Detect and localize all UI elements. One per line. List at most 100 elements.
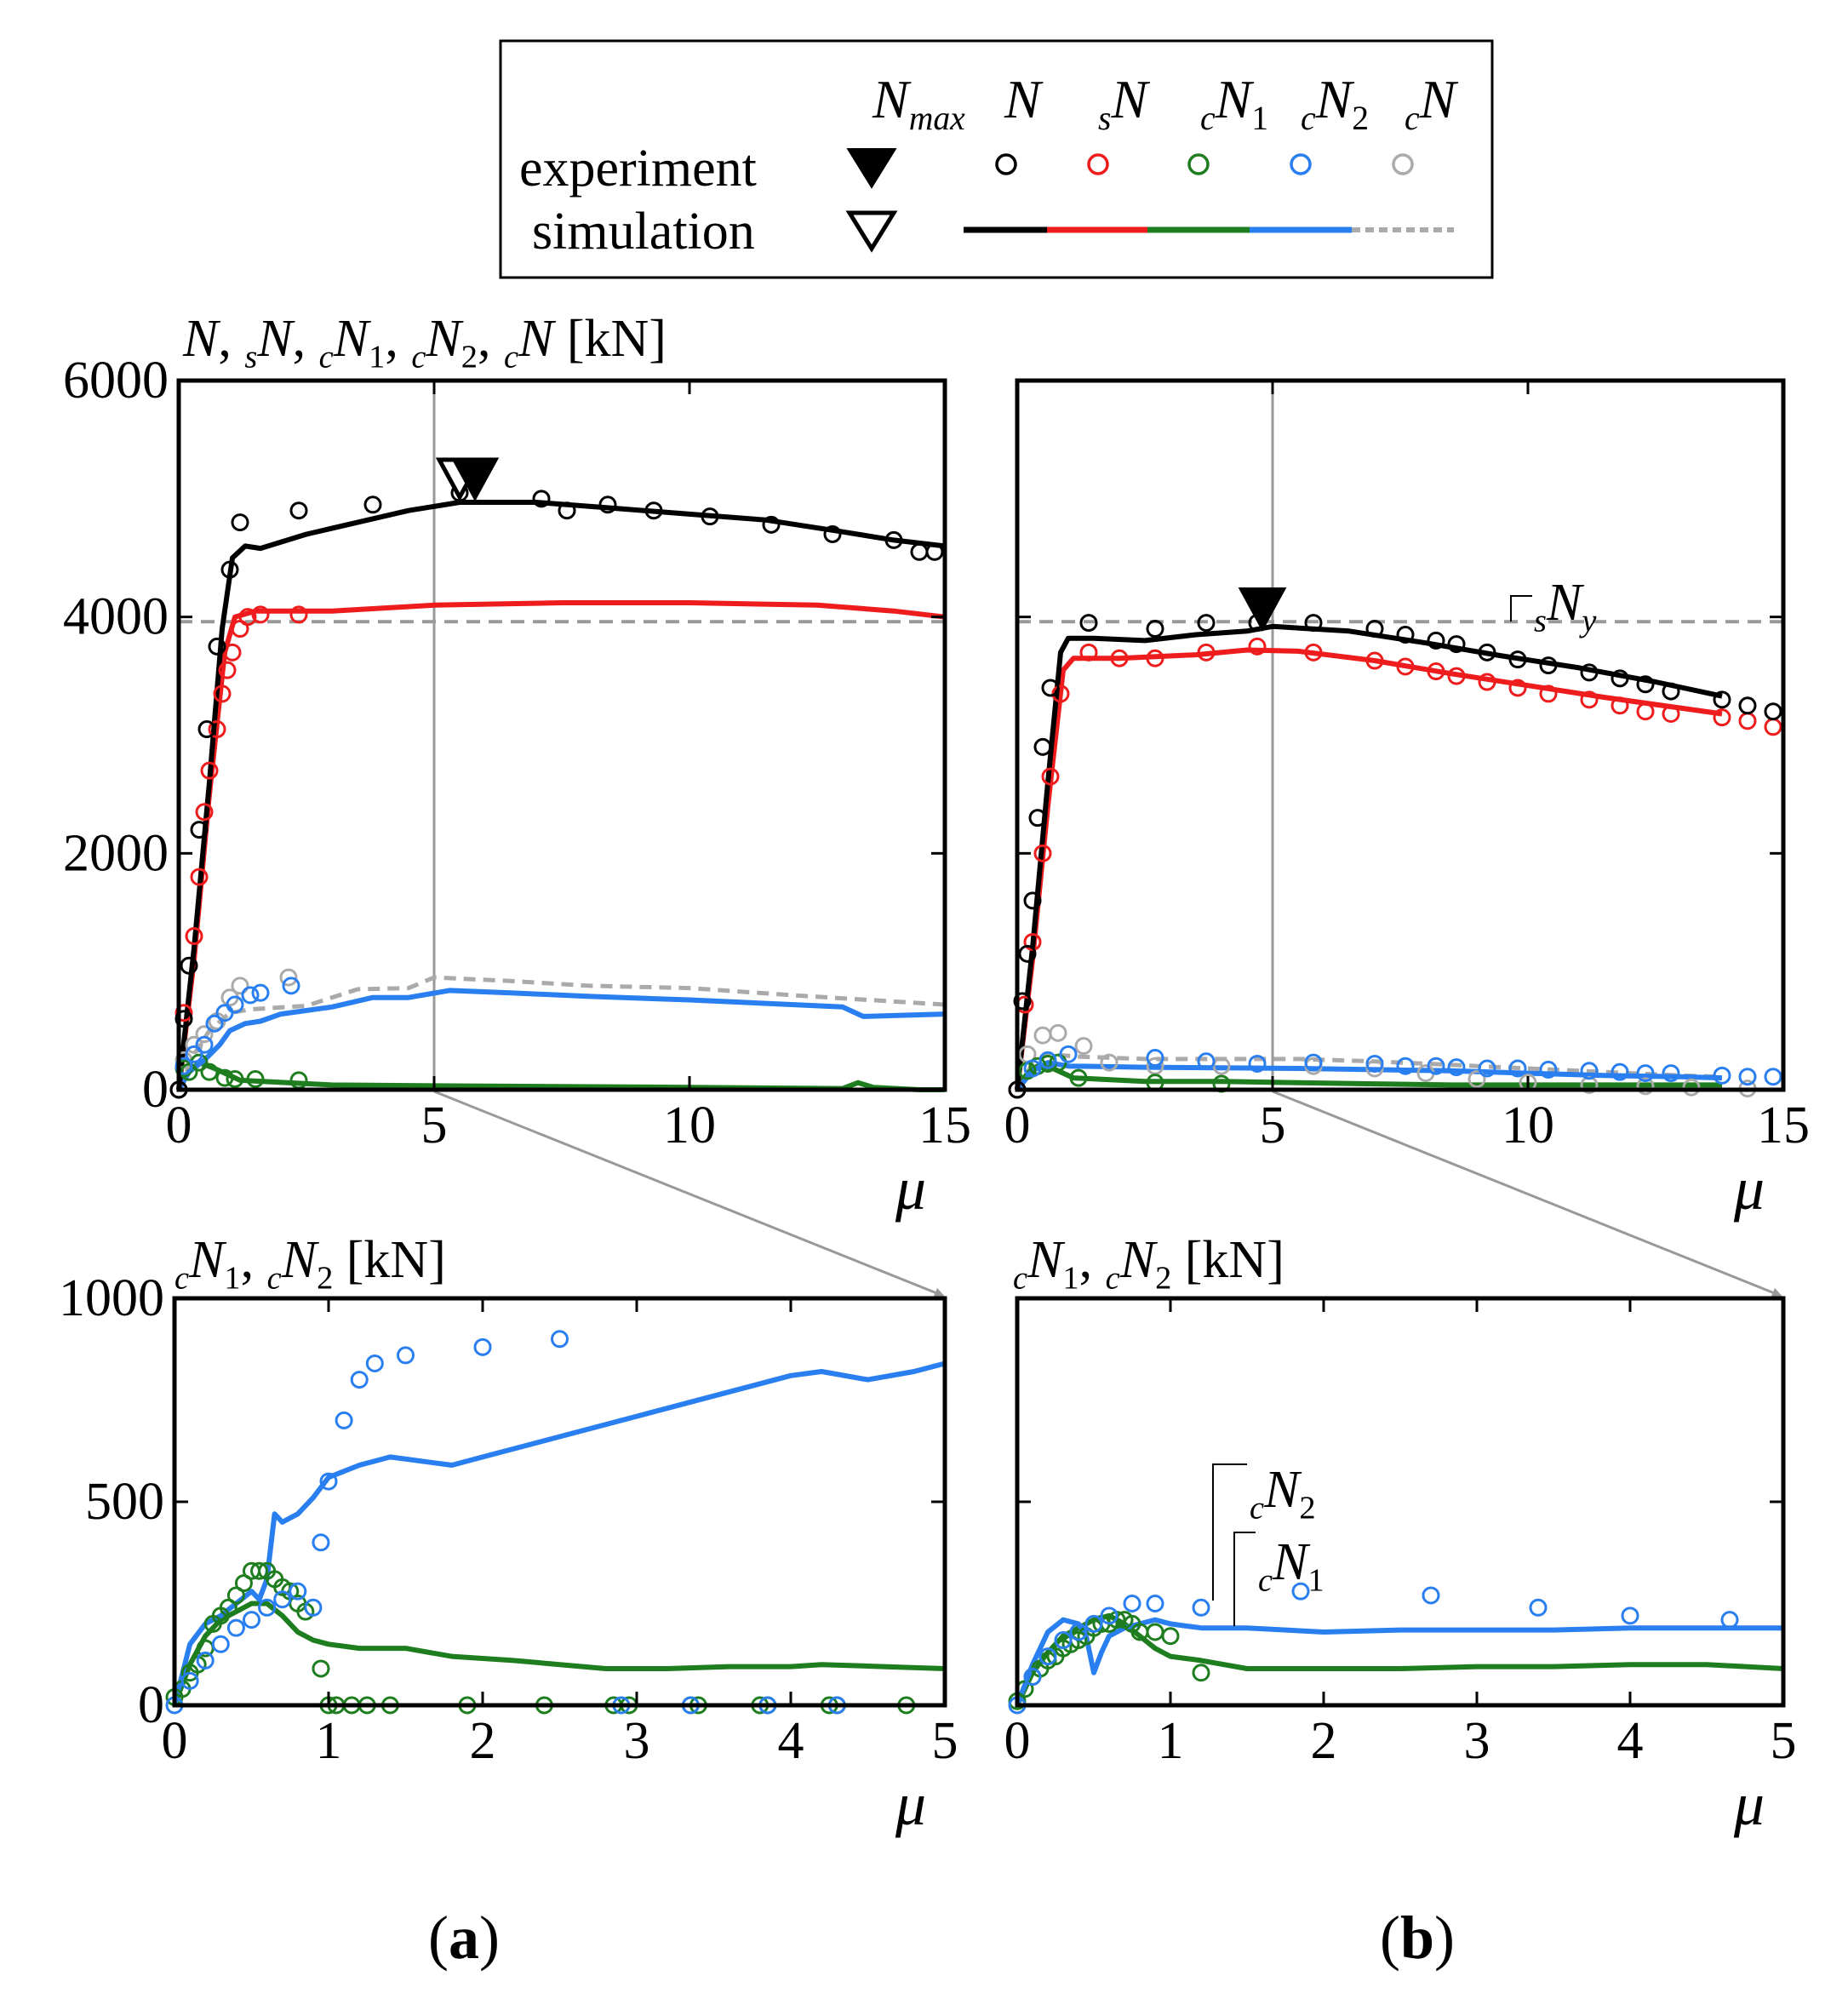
experiment-point-sN <box>289 605 308 624</box>
experiment-point-cN2 <box>1611 1062 1629 1081</box>
experiment-point-cN <box>1636 1077 1655 1096</box>
simulation-line-cN2 <box>172 1360 946 1706</box>
experiment-point-N <box>1023 891 1042 910</box>
experiment-point-sN <box>175 1004 193 1022</box>
experiment-point-cN2 <box>273 1590 292 1609</box>
experiment-point-sN <box>208 720 226 739</box>
x-axis-label: μ <box>895 1154 926 1223</box>
legend-header: Nmax <box>872 69 965 137</box>
experiment-point-sN <box>223 643 242 662</box>
experiment-point-cN2 <box>1720 1611 1739 1629</box>
zoom-arrow-b <box>1272 1090 1782 1297</box>
simulation-line-cN <box>1015 1051 1723 1091</box>
experiment-point-cN2 <box>551 1330 569 1349</box>
experiment-point-cN1 <box>1161 1627 1180 1646</box>
simulation-line-N <box>1015 623 1723 1091</box>
experiment-point-N <box>1447 635 1466 654</box>
experiment-point-cN1 <box>234 1574 253 1593</box>
zoom-arrow-a <box>433 1090 945 1297</box>
experiment-point-cN2 <box>350 1371 369 1389</box>
experiment-point-N <box>1304 614 1323 633</box>
x-tick-label: 0 <box>1004 1712 1031 1770</box>
experiment-point-cN1 <box>1146 1623 1164 1641</box>
x-tick-label: 10 <box>1502 1097 1554 1154</box>
experiment-point-cN2 <box>1038 1647 1057 1666</box>
experiment-point-cN2 <box>1059 1045 1078 1063</box>
experiment-point-cN2 <box>1764 1068 1782 1086</box>
experiment-point-sN <box>1764 718 1782 736</box>
experiment-point-sN <box>1636 702 1655 721</box>
zoom-links <box>433 1090 1782 1297</box>
experiment-point-N <box>197 720 216 739</box>
experiment-point-cN1 <box>226 1586 245 1605</box>
panels <box>165 378 1786 1715</box>
experiment-point-N <box>289 501 308 520</box>
experiment-point-sN <box>1662 705 1680 724</box>
experiment-point-cN2 <box>1396 1057 1415 1075</box>
experiment-point-cN2 <box>1738 1068 1757 1086</box>
experiment-point-sN <box>1110 649 1129 667</box>
y-tick-label: 500 <box>85 1473 164 1531</box>
experiment-point-cN2 <box>205 1014 224 1033</box>
experiment-point-N <box>884 530 903 549</box>
x-tick-label: 0 <box>1004 1097 1031 1154</box>
legend-experiment-cN1 <box>1187 153 1210 175</box>
experiment-point-cN2 <box>1662 1064 1680 1083</box>
y-tick-label: 0 <box>138 1676 164 1734</box>
simulation-line-cN1 <box>1015 1612 1784 1707</box>
experiment-point-N <box>1764 702 1782 721</box>
simulation-line-N <box>176 500 946 1091</box>
experiment-point-cN2 <box>1422 1586 1440 1605</box>
experiment-point-N <box>1580 663 1599 682</box>
simulation-line-cN2 <box>176 988 946 1091</box>
experiment-point-N <box>175 1010 193 1028</box>
legend-experiment-N <box>995 153 1017 175</box>
x-axis-label: μ <box>895 1770 926 1838</box>
x-tick-label: 5 <box>421 1097 448 1154</box>
experiment-point-cN1 <box>215 1068 234 1087</box>
x-tick-label: 2 <box>1311 1712 1337 1770</box>
experiment-point-N <box>532 490 551 508</box>
experiment-point-N <box>644 501 663 520</box>
legend-simulation-nmax <box>845 210 898 253</box>
experiment-nmax-marker <box>450 457 500 502</box>
experiment-point-N <box>1713 690 1731 709</box>
experiment-point-cN2 <box>1248 1054 1267 1073</box>
experiment-point-sN <box>185 927 203 946</box>
experiment-point-cN2 <box>1621 1606 1639 1625</box>
experiment-point-N <box>1028 809 1047 828</box>
panel-label-b: (b) <box>1380 1904 1455 1972</box>
experiment-point-cN1 <box>250 1561 269 1580</box>
experiment-point-cN2 <box>175 1057 193 1075</box>
annotation-cN2: cN2 <box>1250 1461 1316 1526</box>
experiment-point-cN2 <box>304 1598 323 1617</box>
experiment-point-N <box>1611 669 1629 688</box>
plot-frame <box>172 1296 947 1708</box>
chart-b-top <box>1008 378 1786 1099</box>
annotation-cN1: cN1 <box>1258 1533 1324 1599</box>
experiment-point-cN2 <box>1146 1595 1164 1612</box>
x-tick-label: 5 <box>932 1712 958 1770</box>
x-tick-label: 3 <box>1464 1712 1490 1770</box>
experiment-point-sN <box>1304 643 1323 662</box>
experiment-point-cN2 <box>397 1346 415 1365</box>
experiment-point-sN <box>218 661 237 679</box>
experiment-point-cN2 <box>1038 1051 1057 1069</box>
y-tick-label: 1000 <box>59 1269 164 1327</box>
y-tick-label: 0 <box>142 1061 169 1119</box>
experiment-point-cN2 <box>1580 1062 1599 1080</box>
sNy-leader <box>1510 595 1532 621</box>
experiment-point-cN2 <box>1304 1053 1323 1072</box>
chart-a-bottom <box>165 1296 947 1715</box>
annotations: sNy cN2 cN1 <box>1212 574 1597 1626</box>
experiment-point-cN1 <box>1192 1664 1210 1682</box>
experiment-point-N <box>1013 992 1032 1011</box>
experiment-point-cN2 <box>319 1472 338 1491</box>
legend-experiment-sN <box>1087 153 1109 175</box>
simulation-line-sN <box>176 600 946 1091</box>
y-tick-label: 2000 <box>63 824 169 882</box>
experiment-point-sN <box>1539 684 1558 703</box>
experiment-point-sN <box>1041 767 1060 786</box>
experiment-point-cN2 <box>1192 1598 1210 1617</box>
